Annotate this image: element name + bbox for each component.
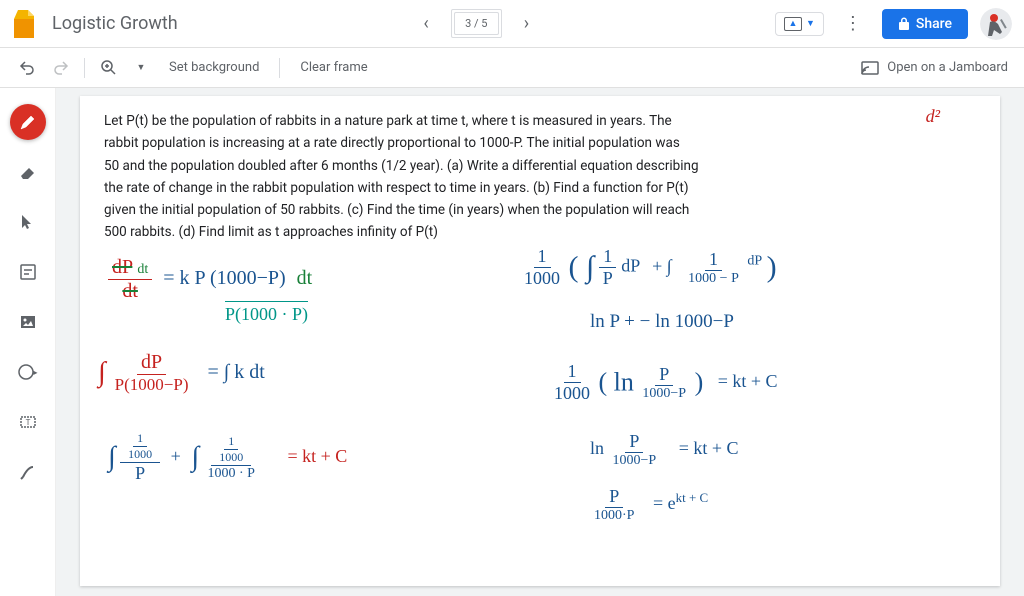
pen-tool[interactable] <box>10 104 46 140</box>
divider <box>84 58 85 78</box>
set-background-button[interactable]: Set background <box>161 56 267 79</box>
open-jamboard-label: Open on a Jamboard <box>887 60 1008 75</box>
select-tool[interactable] <box>10 204 46 240</box>
laser-tool[interactable] <box>10 454 46 490</box>
open-jamboard-button[interactable]: Open on a Jamboard <box>861 60 1008 75</box>
frame-indicator[interactable]: 3 / 5 <box>454 12 498 35</box>
eq3: ∫ 11000 P + ∫ 11000 1000 · P = kt + C <box>108 431 347 484</box>
clear-frame-button[interactable]: Clear frame <box>292 56 375 79</box>
eq2: ∫ dP P(1000−P) = ∫ k dt <box>98 351 265 395</box>
canvas-viewport: Let P(t) be the population of rabbits in… <box>56 88 1024 596</box>
jamboard-logo[interactable] <box>12 10 40 38</box>
present-button[interactable]: ▲ ▼ <box>775 12 824 36</box>
frame-count: 3 / 5 <box>465 17 487 30</box>
next-frame-button[interactable]: › <box>515 12 539 36</box>
shape-tool[interactable]: ▸ <box>10 354 46 390</box>
eraser-tool[interactable] <box>10 154 46 190</box>
zoom-dropdown[interactable]: ▼ <box>129 56 153 80</box>
redo-button[interactable] <box>48 56 72 80</box>
dropdown-caret-icon: ▼ <box>806 18 815 29</box>
undo-button[interactable] <box>16 56 40 80</box>
col2-eq4: ln P1000−P = kt + C <box>590 431 739 469</box>
frame-nav: ‹ 3 / 5 › <box>178 12 775 36</box>
canvas[interactable]: Let P(t) be the population of rabbits in… <box>80 96 1000 586</box>
header-actions: ▲ ▼ ⋮ Share <box>775 5 1012 42</box>
present-icon: ▲ <box>784 17 802 31</box>
text-box-tool[interactable]: T <box>10 404 46 440</box>
col2-eq1: 11000 ( ∫ 1P dP + ∫ 11000 − P dP ) <box>520 246 777 289</box>
col2-eq3: 11000 ( ln P1000−P ) = kt + C <box>550 361 778 404</box>
divider <box>279 58 280 78</box>
eq1-divisor: P(1000 · P) <box>225 301 308 325</box>
user-avatar[interactable] <box>980 8 1012 40</box>
problem-text: Let P(t) be the population of rabbits in… <box>104 110 764 244</box>
col2-eq5: P1000·P = ekt + C <box>590 486 708 524</box>
main-area: ▸ T Let P(t) be the population of rabbit… <box>0 88 1024 596</box>
zoom-button[interactable] <box>97 56 121 80</box>
image-tool[interactable] <box>10 304 46 340</box>
svg-text:T: T <box>25 418 30 427</box>
eq1: dP dt dt = k P (1000−P) dt <box>108 256 312 303</box>
more-options-button[interactable]: ⋮ <box>836 5 870 42</box>
col2-eq2: ln P + − ln 1000−P <box>590 311 734 333</box>
share-label: Share <box>916 16 952 32</box>
header-bar: Logistic Growth ‹ 3 / 5 › ▲ ▼ ⋮ Share <box>0 0 1024 48</box>
annotation-corner: d² <box>926 106 940 127</box>
tool-palette: ▸ T <box>0 88 56 596</box>
cast-icon <box>861 61 879 75</box>
sticky-note-tool[interactable] <box>10 254 46 290</box>
toolbar: ▼ Set background Clear frame Open on a J… <box>0 48 1024 88</box>
document-title[interactable]: Logistic Growth <box>52 13 178 34</box>
share-button[interactable]: Share <box>882 9 968 39</box>
lock-icon <box>898 17 910 31</box>
prev-frame-button[interactable]: ‹ <box>414 12 438 36</box>
